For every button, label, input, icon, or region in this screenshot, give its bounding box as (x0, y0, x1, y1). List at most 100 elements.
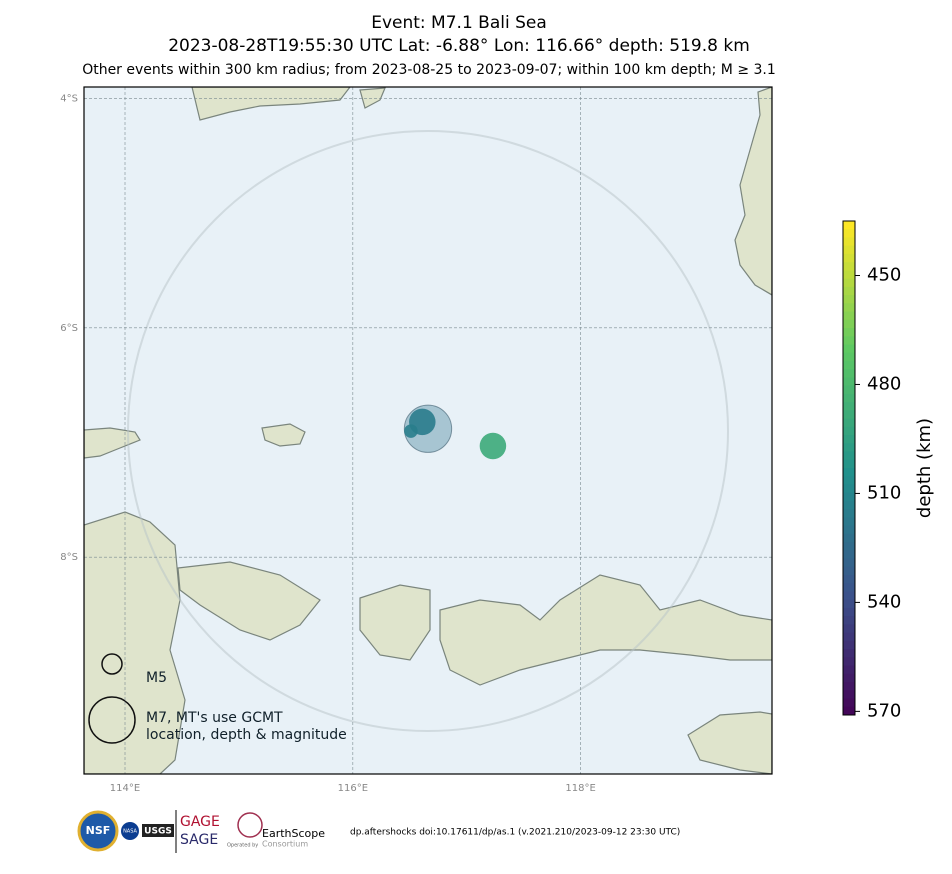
colorbar-segment (843, 607, 855, 617)
colorbar-segment (843, 237, 855, 247)
colorbar-segment (843, 402, 855, 411)
x-tick-label: 118°E (565, 783, 595, 794)
logos: NSF NASA USGS GAGE SAGE EarthScope Conso… (77, 810, 325, 853)
colorbar-segment (843, 550, 855, 560)
colorbar-segment (843, 500, 855, 510)
event (479, 432, 507, 460)
colorbar-frame (842, 220, 856, 716)
colorbar-segment (843, 352, 855, 362)
colorbar-segment (843, 418, 855, 428)
colorbar-segment (843, 649, 855, 658)
colorbar-segment (843, 566, 855, 576)
legend-symbol (101, 653, 123, 675)
gage-text: GAGE (180, 814, 220, 830)
colorbar-segment (843, 459, 855, 469)
colorbar-segment (843, 665, 855, 675)
nasa-text: NASA (123, 829, 137, 835)
colorbar-segment (843, 262, 855, 271)
colorbar-segment (843, 435, 855, 444)
usgs-text: USGS (144, 827, 172, 837)
colorbar-segment (843, 657, 855, 667)
legend-label: location, depth & magnitude (146, 727, 347, 743)
footer: dp.aftershocks doi:10.17611/dp/as.1 (v.2… (350, 828, 680, 838)
colorbar-segment (843, 533, 855, 543)
colorbar-tick-label: 510 (867, 482, 901, 503)
colorbar-segment (843, 221, 855, 230)
colorbar-segment (843, 575, 855, 584)
colorbar-segment (843, 698, 855, 708)
title: Event: M7.1 Bali Sea (371, 13, 547, 33)
colorbar-segment (843, 558, 855, 568)
earthscope-text: EarthScope (262, 827, 325, 840)
colorbar-segment (843, 426, 855, 436)
colorbar-segment (843, 525, 855, 535)
colorbar-segment (843, 245, 855, 255)
usgs-logo (142, 824, 174, 837)
event (404, 424, 418, 438)
colorbar-segment (843, 673, 855, 683)
colorbar-segment (843, 468, 855, 477)
earthscope-logo (237, 812, 263, 838)
colorbar-segment (843, 624, 855, 634)
colorbar-segment (843, 253, 855, 263)
colorbar-segment (843, 377, 855, 387)
colorbar-segment (843, 410, 855, 420)
colorbar-segment (843, 509, 855, 518)
basemap (84, 87, 772, 774)
colorbar-segment (843, 270, 855, 280)
colorbar-segment (843, 706, 855, 716)
colorbar-segment (843, 616, 855, 625)
colorbar-segment (843, 393, 855, 403)
y-tick-label: 8°S (60, 552, 78, 563)
colorbar-tick-label: 450 (867, 264, 901, 285)
colorbar-segment (843, 517, 855, 527)
colorbar-segment (843, 632, 855, 642)
sage-text: SAGE (180, 832, 218, 848)
x-tick-label: 116°E (338, 783, 368, 794)
colorbar-label: depth (km) (914, 418, 935, 518)
subtitle: 2023-08-28T19:55:30 UTC Lat: -6.88° Lon:… (168, 36, 750, 56)
colorbar-segment (843, 319, 855, 329)
nsf-text: NSF (86, 824, 111, 837)
colorbar-segment (843, 311, 855, 321)
colorbar-segment (843, 484, 855, 494)
legend-symbol (88, 696, 136, 744)
colorbar-segment (843, 476, 855, 485)
colorbar-tick-label: 480 (867, 373, 901, 394)
colorbar-segment (843, 542, 855, 551)
consortium-text: Consortium (262, 840, 308, 849)
x-tick-label: 114°E (110, 783, 140, 794)
nsf-logo (77, 810, 119, 852)
colorbar-segment (843, 303, 855, 313)
colorbar-segment (843, 599, 855, 609)
colorbar-segment (843, 360, 855, 370)
colorbar-segment (843, 328, 855, 337)
y-tick-label: 4°S (60, 93, 78, 104)
colorbar-segment (843, 640, 855, 650)
legend-label: M7, MT's use GCMT (146, 710, 283, 726)
colorbar-segment (843, 451, 855, 461)
colorbar-segment (843, 336, 855, 345)
map-frame (83, 86, 773, 775)
colorbar-segment (843, 286, 855, 296)
colorbar-segment (843, 682, 855, 691)
colorbar-segment (843, 443, 855, 453)
colorbar-tick-label: 540 (867, 591, 901, 612)
colorbar-segment (843, 583, 855, 592)
operated-text: Operated by (227, 843, 258, 849)
nasa-logo (121, 822, 139, 840)
legend-label: M5 (146, 670, 167, 686)
colorbar-segment (843, 690, 855, 700)
colorbar-segment (843, 385, 855, 395)
colorbar-segment (843, 278, 855, 288)
colorbar-tick-label: 570 (867, 700, 901, 721)
colorbar-segment (843, 369, 855, 378)
note: Other events within 300 km radius; from … (82, 62, 776, 78)
colorbar-segment (843, 229, 855, 238)
colorbar-segment (843, 295, 855, 304)
colorbar-segment (843, 591, 855, 601)
colorbar-segment (843, 492, 855, 502)
colorbar-segment (843, 344, 855, 354)
y-tick-label: 6°S (60, 323, 78, 334)
